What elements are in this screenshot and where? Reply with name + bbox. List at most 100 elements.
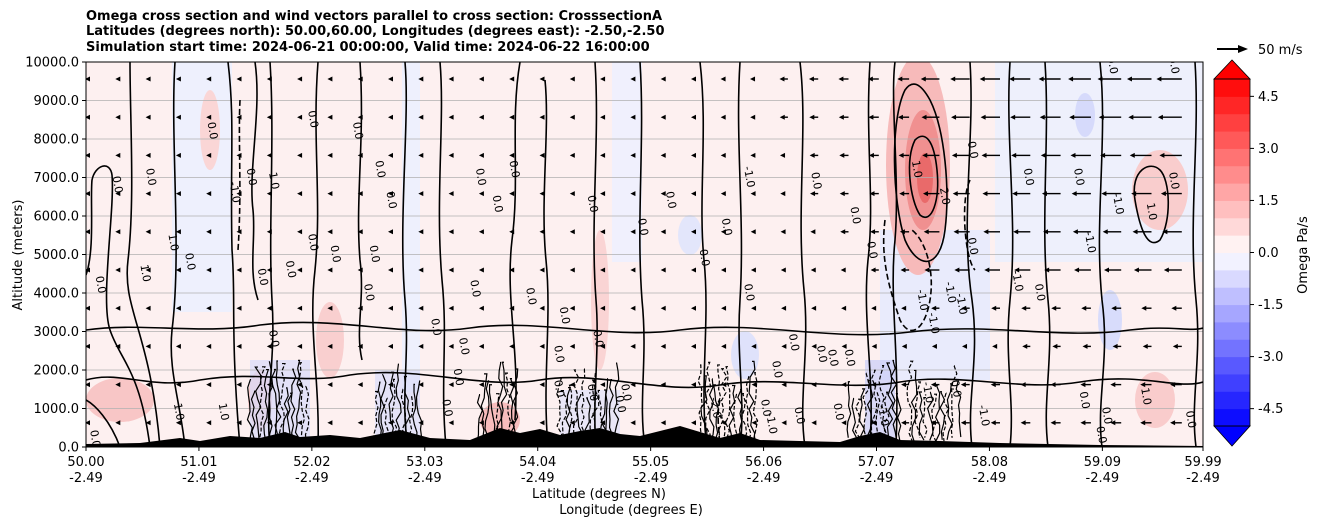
wind-arrow [660,267,666,273]
wind-arrow [600,152,606,158]
wind-arrow [1039,114,1061,120]
wind-arrow [1038,76,1061,82]
contour-label: 1.0 [1144,202,1160,221]
wind-arrow [600,114,606,120]
wind-arrow [569,305,575,311]
x-tick-label-lon: -2.49 [634,471,668,486]
wind-arrow [509,420,515,426]
wind-arrow [897,76,910,82]
wind-arrow [979,76,1000,82]
wind-arrow [388,343,393,349]
wind-arrow [1140,382,1152,388]
noise-contour [476,393,483,443]
noise-contour [886,362,894,444]
wind-arrow [175,267,181,273]
wind-arrow [266,76,272,82]
wind-arrow [86,382,90,388]
wind-arrow [779,76,788,82]
wind-arrow [448,76,454,82]
contour-label: 0.0 [467,279,483,298]
quiver-key-arrow-icon [1238,45,1248,53]
wind-arrow [327,382,333,388]
wind-arrow [175,343,181,349]
wind-arrow [953,229,970,235]
wind-arrow [954,267,970,273]
wind-arrow [921,114,940,120]
wind-arrow [236,76,242,82]
wind-arrow [327,267,333,273]
y-tick-label: 2000.0 [34,364,80,379]
colorbar: -4.5 -3.0 -1.5 0.0 1.5 3.0 4.5 Omega Pa/s [1213,59,1311,447]
wind-arrow [478,76,484,82]
wind-arrow [86,267,90,273]
wind-arrow [327,305,333,311]
wind-arrow [266,305,272,311]
wind-arrow [1170,420,1182,426]
wind-arrow [145,229,151,235]
wind-arrow [839,152,849,158]
wind-arrow [960,382,970,388]
wind-arrow [297,267,303,273]
noise-contour [748,360,756,442]
omega-contour-lines [86,62,1203,447]
wind-arrow [175,382,181,388]
noise-contour [728,384,736,442]
contour-label: 0.0 [350,121,366,140]
wind-arrow [871,343,877,349]
terrain-profile [86,426,1203,447]
x-tick-label-lon: -2.49 [521,471,555,486]
x-tick-label-lon: -2.49 [747,471,781,486]
wind-arrow [1069,114,1091,120]
x-tick-label-lon: -2.49 [1086,471,1120,486]
wind-arrow [206,76,212,82]
wind-arrow [810,229,816,235]
quiver-key: 50 m/s [1217,43,1303,58]
wind-arrow [839,191,849,197]
wind-arrow [448,382,454,388]
wind-arrow [1050,420,1061,426]
wind-arrow [924,267,940,273]
wind-arrow [600,267,606,273]
wind-arrow [841,343,847,349]
noise-contour [854,398,862,440]
wind-arrow [750,114,756,120]
noise-contour [484,380,490,445]
wind-arrow [357,382,363,388]
wind-arrow [86,76,90,82]
wind-arrow [266,420,272,426]
wind-arrow [145,191,151,197]
wind-arrow [357,267,363,273]
noise-contour [560,390,568,439]
contour-label: 0.0 [439,398,455,417]
noise-contour [294,359,302,441]
wind-arrow [175,420,181,426]
noise-contour [508,377,515,443]
contour-labels: 0.00.00.0 0.01.01.00.01.00.0-1.0 1.00.01.0… [87,62,1199,447]
contour-label: 0.0 [1077,390,1093,409]
wind-arrow [86,152,90,158]
contour-label: -1.0 [227,181,244,204]
wind-arrow [1133,267,1152,273]
noise-contour [931,393,938,443]
y-tick-label: 4000.0 [34,287,80,302]
noise-contour [258,366,266,439]
noise-contour [400,388,407,438]
wind-arrow [115,152,121,158]
noise-contour [592,373,600,438]
wind-arrow [1102,229,1122,235]
wind-arrow [478,382,484,388]
wind-arrow [1171,305,1182,311]
noise-contour [488,384,496,442]
contour-label: -1.0 [942,281,959,304]
noise-contour [371,390,379,440]
wind-arrow [1044,267,1061,273]
y-tick-label: 10000.0 [25,56,79,71]
wind-arrow [720,114,726,120]
wind-arrow [931,305,940,311]
wind-arrow [751,305,757,311]
wind-arrow [115,267,121,273]
wind-arrow [600,382,606,388]
wind-arrow [539,191,545,197]
wind-arrow [539,114,545,120]
noise-contour [870,369,878,443]
